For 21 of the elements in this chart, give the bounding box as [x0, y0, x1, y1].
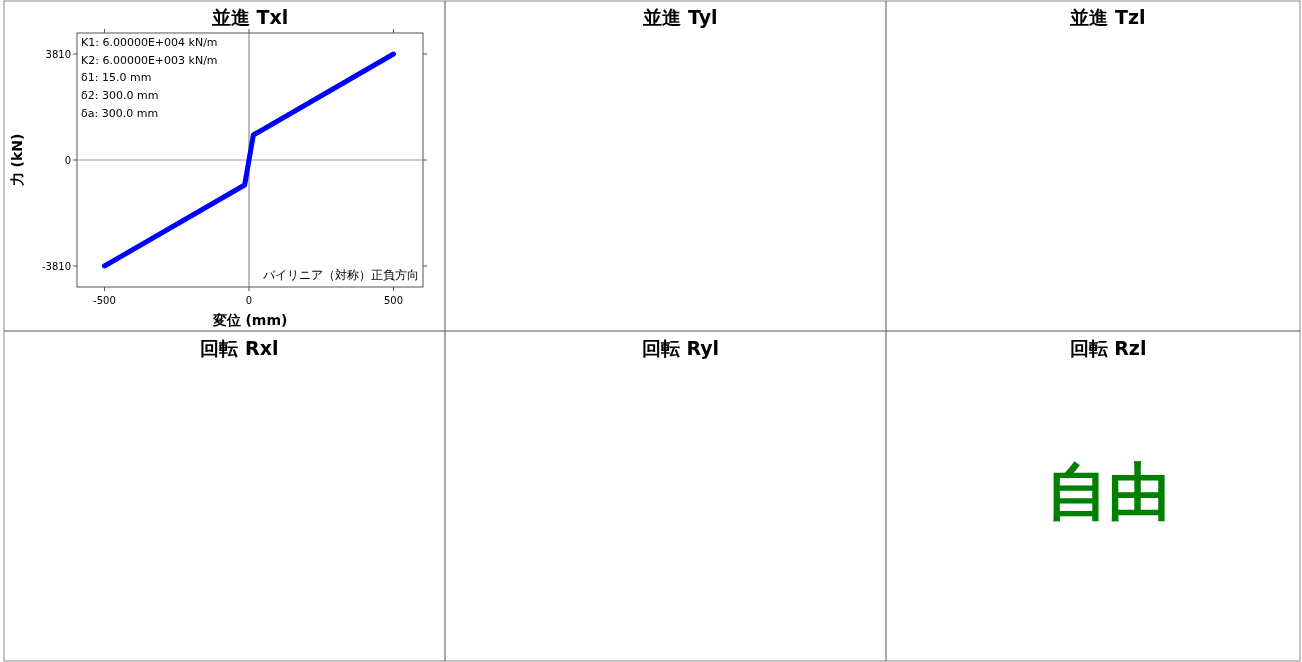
x-axis-title: 変位 (mm): [211, 312, 288, 328]
y-tick-label: -3810: [41, 261, 71, 272]
annotation: バイリニア（対称）正負方向: [262, 268, 419, 282]
y-axis-title: 力 (kN): [9, 133, 25, 188]
chart-title: 並進 Txl: [210, 6, 289, 28]
annotation: δ2: 300.0 mm: [81, 89, 159, 103]
annotation: K1: 6.00000E+004 kN/m: [81, 36, 218, 49]
x-tick-label: -500: [93, 295, 116, 306]
text: 回転 Rxl: [200, 337, 279, 359]
text: 回転 Ryl: [641, 337, 720, 359]
x-tick-label: 500: [383, 295, 404, 306]
annotation: K2: 6.00000E+003 kN/m: [81, 53, 218, 67]
text: 並進 Tyl: [642, 6, 718, 28]
x-tick-label: 0: [245, 295, 253, 306]
annotation: δ1: 15.0 mm: [81, 71, 152, 85]
y-tick-label: 3810: [45, 49, 71, 60]
text: 回転 Rzl: [1069, 337, 1147, 359]
annotation: δa: 300.0 mm: [81, 106, 159, 120]
text: 並進 Tzl: [1069, 6, 1146, 28]
text: 自由: [1046, 455, 1170, 528]
y-tick-label: 0: [64, 155, 71, 166]
